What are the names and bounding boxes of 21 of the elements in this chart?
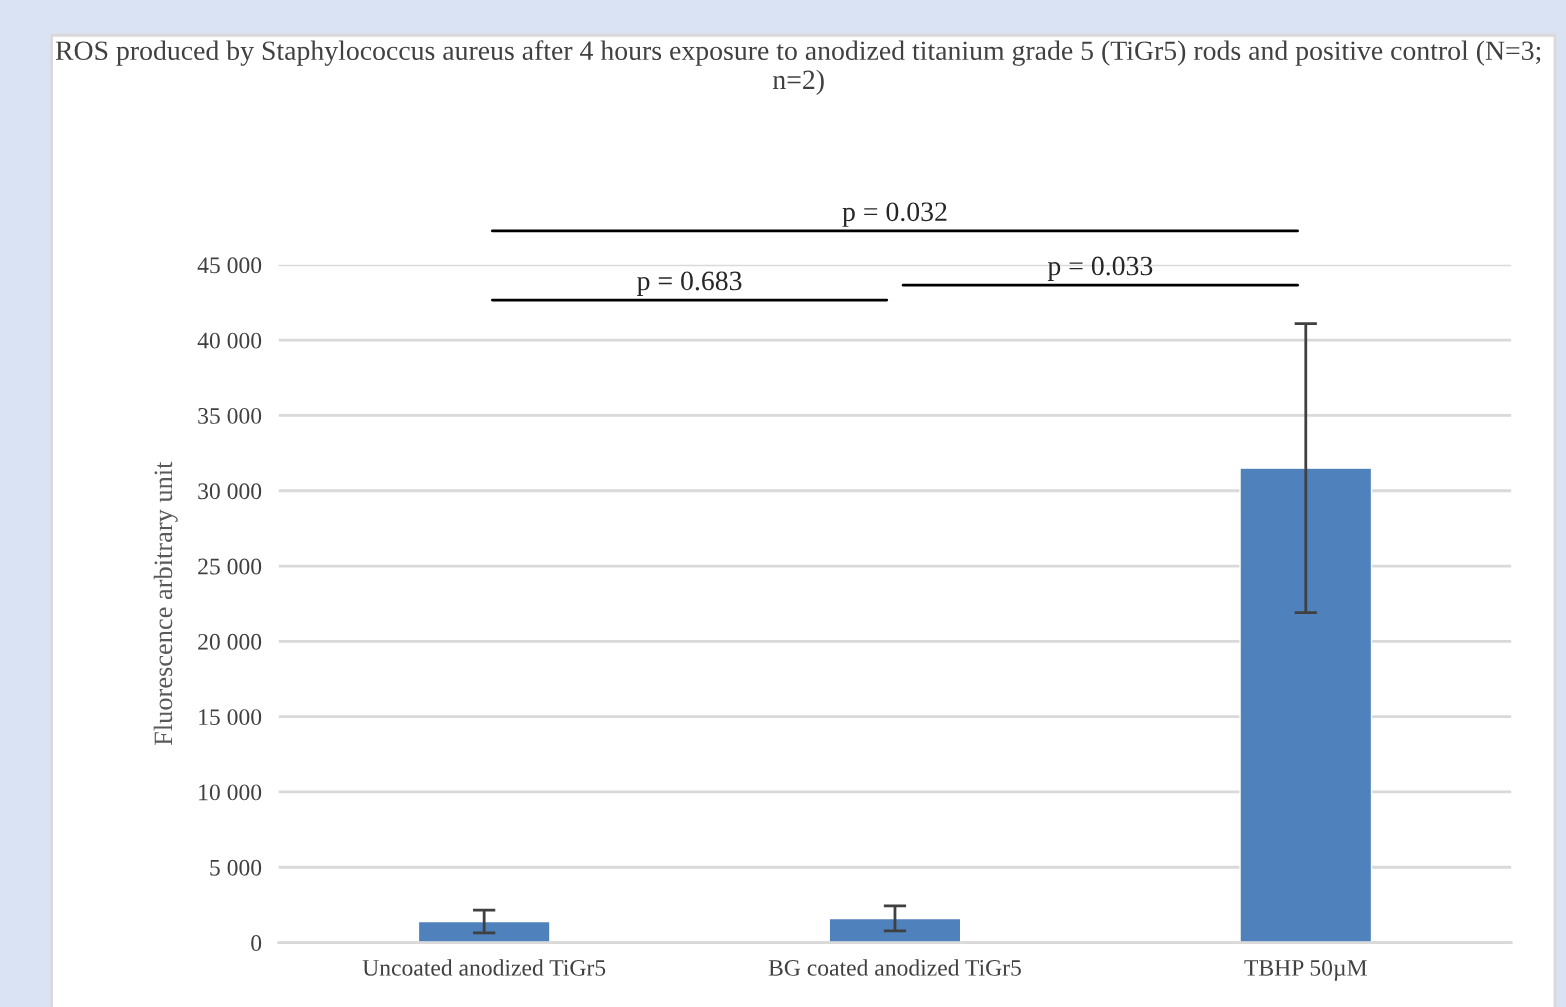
y-tick-label: 40 000: [197, 332, 262, 349]
x-tick-label: TBHP 50µM: [1244, 959, 1367, 981]
y-tick-label: 30 000: [198, 483, 262, 500]
bar: [417, 920, 551, 943]
y-tick-label: 45 000: [197, 257, 262, 274]
bar: [1239, 467, 1373, 943]
chart-title: ROS produced by Staphylococcus aureus after 4 hours exposure to anodized titanium grade 5 (TiGr5) rods and positive control (N=3; n=2): [55, 40, 1541, 95]
y-tick-label: 0: [251, 935, 262, 951]
annotation: p = 0.683: [637, 271, 742, 296]
x-tick-label: BG coated anodized TiGr5: [768, 959, 1021, 976]
y-tick-label: 5 000: [210, 859, 262, 876]
text: p = 0.032: [842, 202, 947, 227]
annotation: p = 0.033: [1047, 256, 1153, 282]
y-tick-label: 20 000: [198, 633, 262, 650]
y-tick-label: 25 000: [198, 558, 262, 575]
y-tick-label: 15 000: [199, 709, 262, 726]
bar: [828, 917, 962, 943]
y-tick-label: 10 000: [199, 784, 262, 801]
y-axis-title: Fluorescence arbitrary unit: [153, 461, 178, 746]
y-tick-label: 35 000: [198, 407, 262, 424]
x-tick-label: Uncoated anodized TiGr5: [362, 959, 606, 976]
